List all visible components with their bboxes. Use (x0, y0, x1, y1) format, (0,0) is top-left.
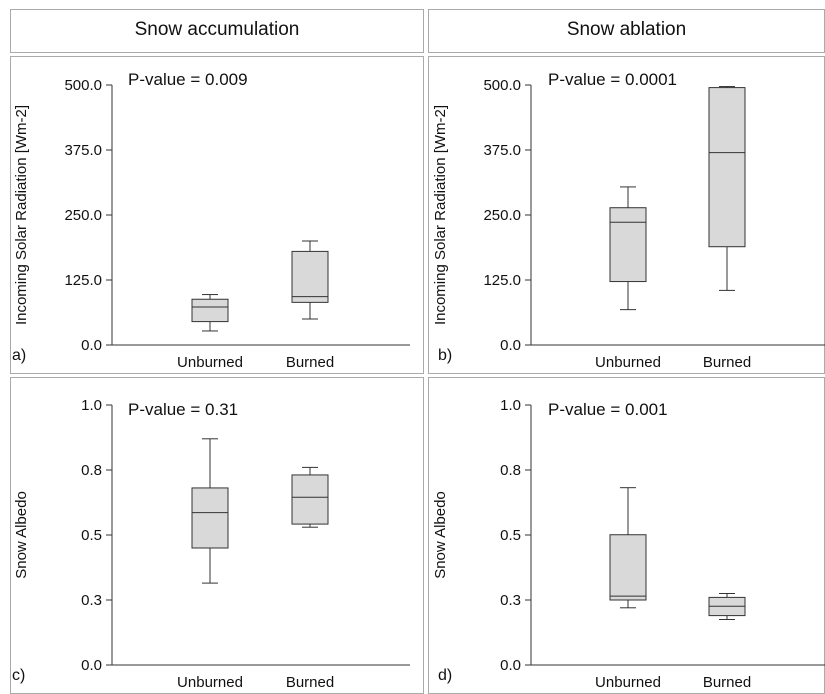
column-header-left-label: Snow accumulation (134, 19, 300, 40)
panel-c-burned-box (291, 474, 329, 525)
panel-c-p-value: P-value = 0.31 (128, 400, 238, 419)
panel-d-y-tick-label: 0.0 (500, 657, 521, 674)
panel-c-unburned-box (191, 487, 229, 549)
panel-b-y-tick-label: 375.0 (483, 142, 521, 159)
panel-a-label: a) (12, 347, 26, 364)
panel-a-y-axis-label: Incoming Solar Radiation [Wm-2] (13, 105, 30, 325)
column-header-left: Snow accumulation (10, 9, 424, 53)
panel-a-frame (10, 56, 424, 374)
panel-c-y-tick-label: 0.0 (81, 657, 102, 674)
panel-d-y-axis-label: Snow Albedo (432, 491, 449, 579)
panel-c-unburned-category-label: Unburned (177, 674, 243, 691)
panel-a-y-tick-label: 0.0 (81, 337, 102, 354)
panel-d-p-value: P-value = 0.001 (548, 400, 668, 419)
column-header-right-label: Snow ablation (566, 19, 687, 40)
panel-a-burned-category-label: Burned (286, 354, 334, 371)
panel-c-y-tick-label: 0.5 (81, 527, 102, 544)
panel-b-y-tick-label: 500.0 (483, 77, 521, 94)
panel-b-y-axis-label: Incoming Solar Radiation [Wm-2] (432, 105, 449, 325)
panel-c-burned-category-label: Burned (286, 674, 334, 691)
panel-d-burned-category-label: Burned (703, 674, 751, 691)
panel-c-label: c) (12, 667, 25, 684)
panel-a-p-value: P-value = 0.009 (128, 70, 248, 89)
panel-b-label: b) (438, 347, 452, 364)
panel-d-unburned-category-label: Unburned (595, 674, 661, 691)
panel-c-y-axis-label: Snow Albedo (13, 491, 30, 579)
panel-d-unburned-box (609, 534, 647, 601)
panel-b-p-value: P-value = 0.0001 (548, 70, 677, 89)
panel-d-y-tick-label: 0.5 (500, 527, 521, 544)
panel-d-y-tick-label: 0.8 (500, 462, 521, 479)
panel-a-unburned-category-label: Unburned (177, 354, 243, 371)
panel-d-y-tick-label: 0.3 (500, 592, 521, 609)
panel-d-label: d) (438, 667, 452, 684)
panel-a-burned-box (291, 250, 329, 303)
panel-b-y-tick-label: 250.0 (483, 207, 521, 224)
panel-b-y-tick-label: 125.0 (483, 272, 521, 289)
panel-a-y-tick-label: 500.0 (64, 77, 102, 94)
panel-b-y-tick-label: 0.0 (500, 337, 521, 354)
panel-a-unburned-box (191, 298, 229, 323)
panel-a-y-tick-label: 375.0 (64, 142, 102, 159)
panel-b-unburned-box (609, 207, 647, 283)
panel-c-y-tick-label: 1.0 (81, 397, 102, 414)
panel-c-y-tick-label: 0.8 (81, 462, 102, 479)
panel-c-y-tick-label: 0.3 (81, 592, 102, 609)
panel-b-burned-box (708, 87, 746, 248)
column-header-right: Snow ablation (428, 9, 825, 53)
panel-b-unburned-category-label: Unburned (595, 354, 661, 371)
panel-d-y-tick-label: 1.0 (500, 397, 521, 414)
panel-a-y-tick-label: 125.0 (64, 272, 102, 289)
panel-b-burned-category-label: Burned (703, 354, 751, 371)
panel-a-y-tick-label: 250.0 (64, 207, 102, 224)
